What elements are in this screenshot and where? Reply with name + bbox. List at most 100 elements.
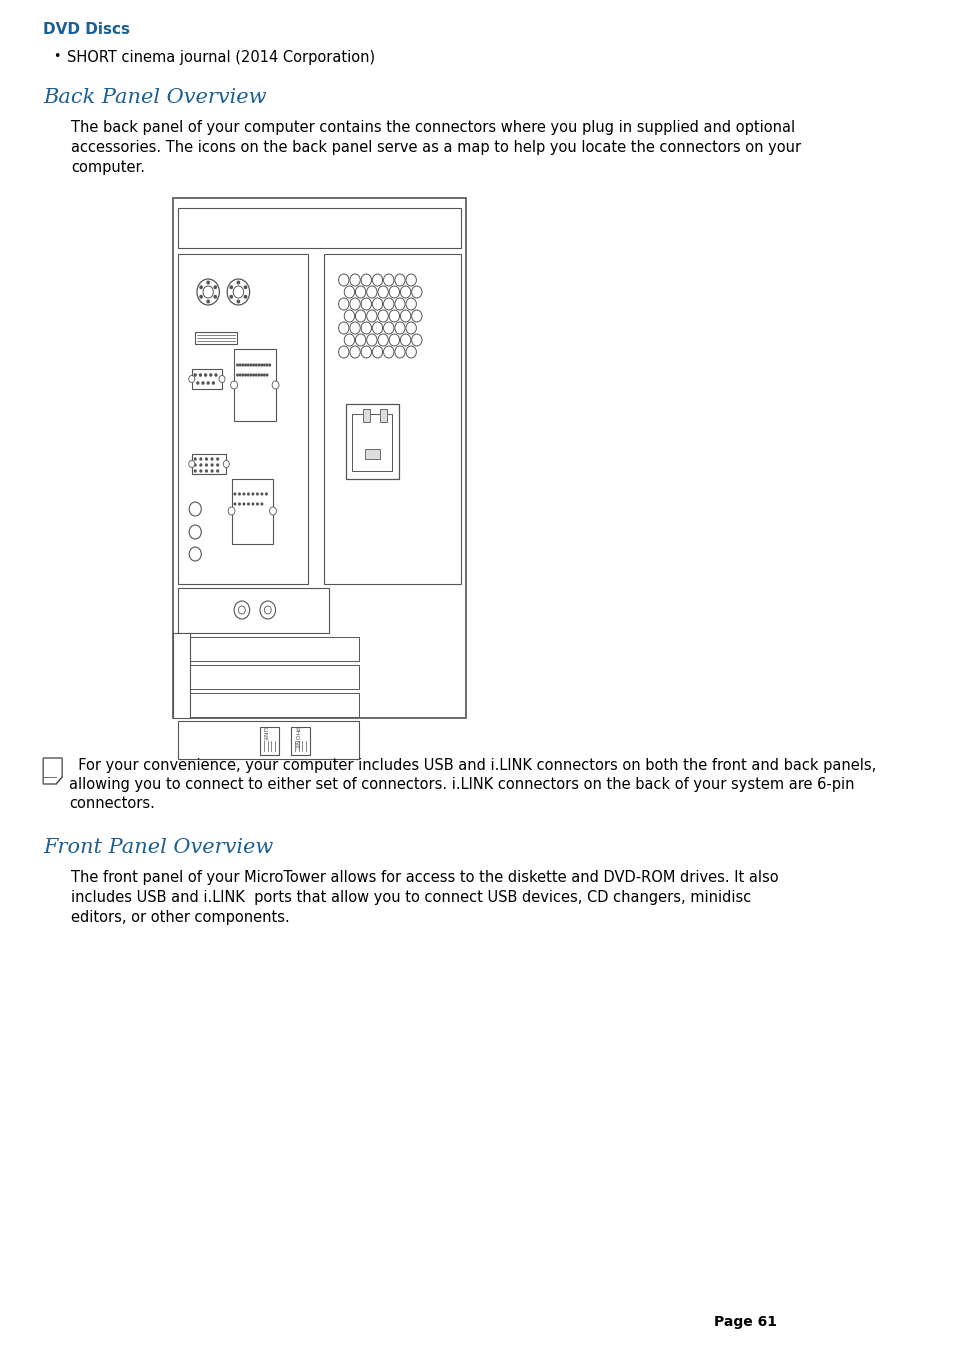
Circle shape: [247, 374, 249, 376]
Circle shape: [230, 286, 233, 289]
Circle shape: [238, 607, 245, 613]
Circle shape: [383, 322, 394, 334]
Circle shape: [263, 374, 265, 376]
Text: includes USB and i.LINK  ports that allow you to connect USB devices, CD changer: includes USB and i.LINK ports that allow…: [71, 890, 750, 905]
Circle shape: [233, 503, 235, 505]
Circle shape: [189, 461, 194, 467]
Circle shape: [261, 493, 262, 494]
Bar: [178, 693, 359, 717]
Circle shape: [377, 286, 388, 299]
Circle shape: [261, 503, 262, 505]
Circle shape: [242, 365, 243, 366]
Circle shape: [205, 374, 207, 376]
Circle shape: [383, 346, 394, 358]
Circle shape: [194, 374, 196, 376]
Circle shape: [377, 309, 388, 322]
Circle shape: [250, 374, 252, 376]
Circle shape: [248, 503, 249, 505]
Circle shape: [366, 309, 376, 322]
Circle shape: [244, 296, 247, 299]
Circle shape: [216, 470, 218, 471]
Bar: [324, 254, 461, 584]
Circle shape: [377, 334, 388, 346]
Circle shape: [338, 346, 349, 358]
Circle shape: [211, 458, 213, 459]
Circle shape: [236, 365, 238, 366]
Circle shape: [211, 470, 213, 471]
Circle shape: [189, 547, 201, 561]
Bar: [172, 634, 190, 717]
Circle shape: [360, 299, 371, 309]
Text: accessories. The icons on the back panel serve as a map to help you locate the c: accessories. The icons on the back panel…: [71, 141, 801, 155]
Circle shape: [196, 382, 198, 384]
Bar: [232, 480, 273, 544]
Bar: [178, 665, 359, 689]
Text: The front panel of your MicroTower allows for access to the diskette and DVD-ROM: The front panel of your MicroTower allow…: [71, 870, 778, 885]
Circle shape: [216, 463, 218, 466]
Bar: [178, 588, 329, 634]
Circle shape: [344, 309, 355, 322]
Circle shape: [200, 458, 201, 459]
Circle shape: [189, 526, 201, 539]
Circle shape: [237, 281, 239, 284]
Text: editors, or other components.: editors, or other components.: [71, 911, 290, 925]
Circle shape: [213, 296, 216, 299]
Circle shape: [338, 322, 349, 334]
Text: SHORT cinema journal (2014 Corporation): SHORT cinema journal (2014 Corporation): [68, 50, 375, 65]
Circle shape: [338, 299, 349, 309]
Circle shape: [411, 286, 421, 299]
Circle shape: [389, 286, 399, 299]
Circle shape: [233, 493, 235, 494]
Circle shape: [253, 374, 254, 376]
Circle shape: [243, 503, 245, 505]
Circle shape: [196, 280, 219, 305]
Circle shape: [213, 382, 214, 384]
Circle shape: [228, 507, 234, 515]
Text: Back Panel Overview: Back Panel Overview: [43, 88, 267, 107]
Bar: [192, 454, 226, 474]
Circle shape: [253, 365, 254, 366]
Text: DVD Discs: DVD Discs: [43, 22, 130, 36]
Circle shape: [245, 365, 246, 366]
Circle shape: [233, 601, 250, 619]
Bar: [192, 369, 222, 389]
Circle shape: [199, 374, 201, 376]
Circle shape: [194, 463, 196, 466]
Circle shape: [206, 470, 207, 471]
Circle shape: [350, 322, 360, 334]
Circle shape: [194, 470, 196, 471]
Bar: [260, 727, 278, 755]
Bar: [195, 332, 236, 345]
Circle shape: [395, 322, 405, 334]
Circle shape: [372, 322, 382, 334]
Circle shape: [255, 374, 256, 376]
Circle shape: [366, 334, 376, 346]
Text: •: •: [53, 50, 61, 63]
Bar: [178, 721, 359, 759]
Bar: [178, 208, 461, 249]
Circle shape: [189, 503, 201, 516]
Text: For your convenience, your computer includes USB and i.LINK connectors on both t: For your convenience, your computer incl…: [69, 758, 876, 773]
Circle shape: [256, 493, 258, 494]
Circle shape: [406, 274, 416, 286]
Text: allowing you to connect to either set of connectors. i.LINK connectors on the ba: allowing you to connect to either set of…: [69, 777, 854, 792]
Circle shape: [350, 346, 360, 358]
Text: PHONE: PHONE: [293, 727, 297, 748]
Circle shape: [350, 274, 360, 286]
Polygon shape: [43, 758, 62, 784]
Circle shape: [206, 458, 207, 459]
Circle shape: [344, 334, 355, 346]
Circle shape: [372, 346, 382, 358]
Circle shape: [252, 493, 253, 494]
Circle shape: [372, 299, 382, 309]
Bar: [379, 409, 387, 422]
Circle shape: [383, 274, 394, 286]
Circle shape: [406, 346, 416, 358]
Circle shape: [272, 381, 278, 389]
Circle shape: [395, 274, 405, 286]
Text: LINE: LINE: [261, 727, 266, 740]
Circle shape: [270, 507, 276, 515]
Circle shape: [200, 296, 202, 299]
Circle shape: [211, 463, 213, 466]
Circle shape: [236, 374, 238, 376]
